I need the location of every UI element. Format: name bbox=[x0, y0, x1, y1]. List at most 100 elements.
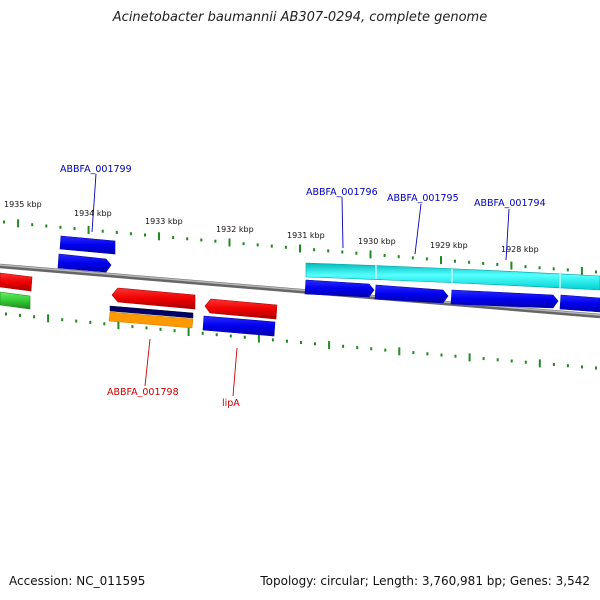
major-tick bbox=[398, 347, 401, 356]
minor-tick bbox=[595, 366, 597, 370]
minor-tick bbox=[566, 364, 569, 368]
gene-abbfa-001796[interactable] bbox=[304, 279, 375, 298]
minor-tick bbox=[284, 245, 287, 249]
minor-tick bbox=[131, 325, 134, 329]
minor-tick bbox=[75, 319, 78, 323]
major-tick bbox=[87, 225, 90, 234]
gene-label-abbfa-001798[interactable]: ABBFA_001798 bbox=[107, 387, 179, 398]
major-tick bbox=[440, 256, 442, 265]
rna-feature[interactable] bbox=[0, 291, 31, 310]
kbp-label-1935: 1935 kbp bbox=[4, 200, 42, 209]
minor-tick bbox=[271, 338, 274, 342]
minor-tick bbox=[524, 265, 527, 269]
minor-tick bbox=[426, 352, 429, 356]
gene-label-abbfa-001794[interactable]: ABBFA_001794 bbox=[474, 198, 546, 209]
gene-label-abbfa-001799[interactable]: ABBFA_001799 bbox=[60, 164, 132, 175]
cds-feature[interactable] bbox=[305, 262, 600, 291]
map-title: Acinetobacter baumannii AB307-0294, comp… bbox=[112, 10, 488, 25]
minor-tick bbox=[314, 342, 316, 346]
minor-tick bbox=[229, 334, 232, 338]
minor-tick bbox=[73, 227, 76, 231]
minor-tick bbox=[31, 223, 34, 227]
minor-tick bbox=[468, 260, 471, 264]
minor-tick bbox=[3, 220, 5, 224]
reverse-genes bbox=[111, 287, 278, 320]
kbp-label-1932: 1932 kbp bbox=[216, 225, 254, 234]
minor-tick bbox=[425, 257, 428, 261]
forward-genes bbox=[57, 235, 600, 313]
minor-tick bbox=[214, 239, 217, 243]
minor-tick bbox=[201, 331, 204, 335]
genome-backbone bbox=[0, 263, 600, 319]
callout-line-abbfa-001799 bbox=[91, 173, 97, 233]
major-tick bbox=[299, 244, 301, 253]
gene-label-abbfa-001795[interactable]: ABBFA_001795 bbox=[387, 193, 459, 204]
minor-tick bbox=[242, 242, 245, 246]
gene-abbfa-001799[interactable] bbox=[59, 235, 116, 255]
gene-lipa[interactable] bbox=[204, 298, 278, 320]
major-tick bbox=[47, 314, 50, 323]
cds-track bbox=[305, 262, 600, 291]
minor-tick bbox=[45, 224, 48, 228]
major-tick bbox=[328, 341, 331, 350]
minor-tick bbox=[5, 312, 7, 316]
minor-tick bbox=[566, 268, 569, 272]
callout-line-abbfa-001798 bbox=[144, 338, 151, 387]
minor-tick bbox=[159, 327, 162, 331]
minor-tick bbox=[129, 232, 132, 236]
minor-tick bbox=[172, 236, 175, 239]
domain-feature-navy[interactable] bbox=[109, 305, 194, 319]
minor-tick bbox=[510, 359, 513, 363]
gene-abbfa-001798[interactable] bbox=[111, 287, 196, 310]
minor-tick bbox=[412, 351, 415, 355]
minor-tick bbox=[270, 244, 273, 248]
gene-label-lipa[interactable]: lipA bbox=[222, 398, 240, 409]
major-tick bbox=[17, 219, 20, 228]
gene-feature-forward[interactable] bbox=[559, 294, 600, 313]
minor-tick bbox=[300, 341, 302, 344]
kbp-label-1931: 1931 kbp bbox=[287, 231, 325, 240]
footer-genome-stats: Topology: circular; Length: 3,760,981 bp… bbox=[260, 574, 590, 588]
minor-tick bbox=[595, 270, 597, 274]
footer-accession: Accession: NC_011595 bbox=[9, 574, 146, 588]
gene-abbfa-001795[interactable] bbox=[374, 284, 449, 304]
minor-tick bbox=[454, 259, 456, 263]
minor-tick bbox=[355, 251, 358, 255]
minor-tick bbox=[581, 365, 583, 369]
minor-tick bbox=[440, 353, 443, 357]
minor-tick bbox=[103, 322, 106, 326]
minor-tick bbox=[313, 248, 316, 252]
minor-tick bbox=[496, 358, 499, 362]
callout-line-abbfa-001796 bbox=[341, 196, 344, 249]
outer-tick-marks bbox=[3, 219, 597, 275]
minor-tick bbox=[115, 230, 118, 234]
minor-tick bbox=[383, 254, 386, 257]
minor-tick bbox=[397, 255, 400, 259]
gene-abbfa-001794[interactable] bbox=[450, 289, 559, 309]
gene-label-abbfa-001796[interactable]: ABBFA_001796 bbox=[306, 187, 378, 198]
minor-tick bbox=[200, 238, 203, 242]
gene-feature-forward[interactable] bbox=[57, 253, 112, 273]
domain-feature-orange[interactable] bbox=[108, 311, 194, 329]
minor-tick bbox=[144, 233, 146, 237]
minor-tick bbox=[342, 344, 345, 348]
minor-tick bbox=[482, 261, 485, 265]
minor-tick bbox=[454, 354, 457, 358]
gene-feature-forward[interactable] bbox=[202, 315, 276, 337]
minor-tick bbox=[243, 335, 246, 339]
kbp-label-1928: 1928 kbp bbox=[501, 245, 539, 254]
callout-line-abbfa-001795 bbox=[414, 203, 422, 255]
minor-tick bbox=[215, 333, 218, 337]
gene-feature-reverse[interactable] bbox=[0, 272, 33, 292]
minor-tick bbox=[33, 315, 36, 319]
major-tick bbox=[158, 232, 160, 241]
minor-tick bbox=[19, 313, 21, 317]
minor-tick bbox=[89, 320, 92, 324]
major-tick bbox=[510, 261, 513, 270]
minor-tick bbox=[61, 318, 64, 322]
minor-tick bbox=[411, 256, 414, 260]
minor-tick bbox=[145, 326, 148, 330]
major-tick bbox=[257, 334, 260, 343]
minor-tick bbox=[538, 266, 541, 270]
minor-tick bbox=[327, 249, 330, 253]
